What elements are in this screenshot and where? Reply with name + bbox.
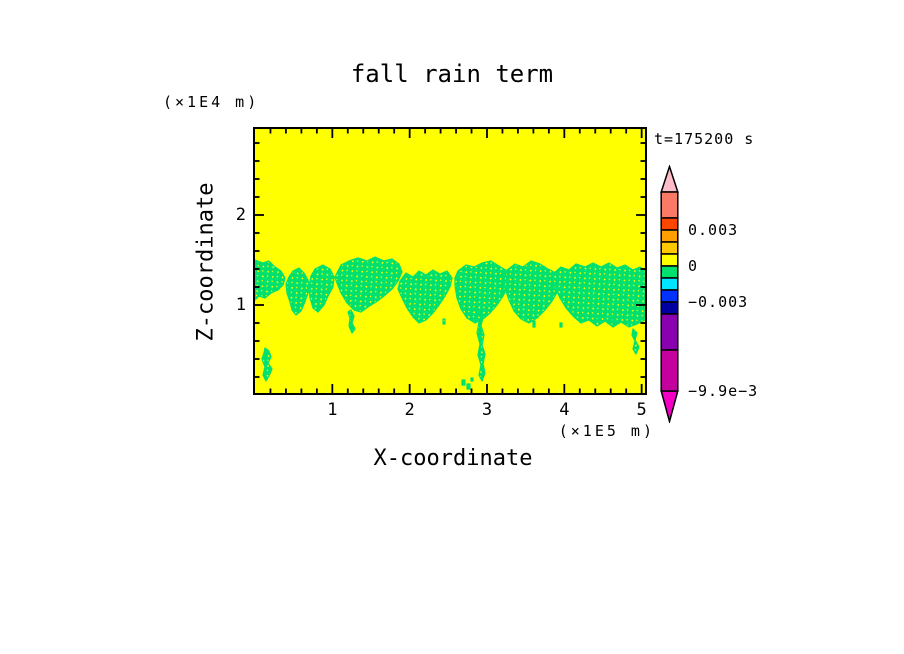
colorbar-segment — [660, 301, 679, 315]
colorbar-segment — [660, 289, 679, 303]
colorbar-segment — [660, 241, 679, 255]
colorbar-segment — [660, 229, 679, 243]
colorbar — [660, 165, 679, 423]
colorbar-segment — [660, 265, 679, 279]
x-tick-label: 4 — [559, 400, 570, 420]
z-tick-label: 1 — [235, 295, 246, 315]
z-tick-label: 2 — [235, 205, 246, 225]
time-annotation: t=175200 s — [654, 130, 755, 148]
colorbar-arrow-up — [660, 165, 679, 193]
z-axis-label: Z-coordinate — [193, 182, 219, 342]
x-axis-unit: (×1E5 m) — [558, 422, 655, 440]
x-axis-label: X-coordinate — [373, 446, 533, 471]
heatmap-field — [255, 129, 645, 393]
chart-title: fall rain term — [350, 60, 554, 88]
colorbar-tick-label: 0 — [688, 257, 699, 275]
z-axis-unit: (×1E4 m) — [163, 93, 260, 111]
colorbar-segment — [660, 349, 679, 392]
colorbar-segment — [660, 313, 679, 351]
x-tick-label: 3 — [481, 400, 493, 420]
x-tick-label: 2 — [404, 400, 415, 420]
field-positive-region — [255, 129, 645, 393]
colorbar-tick-label: 0.003 — [688, 221, 739, 239]
plot-area — [253, 127, 647, 395]
colorbar-arrow-down — [660, 390, 679, 423]
colorbar-segment — [660, 253, 679, 267]
field-negative-band — [255, 256, 645, 390]
colorbar-segment — [660, 191, 679, 219]
x-tick-label: 5 — [636, 400, 647, 420]
colorbar-segment — [660, 217, 679, 231]
colorbar-segment — [660, 277, 679, 291]
colorbar-tick-label: −9.9e−3 — [688, 382, 759, 400]
axis-ticks — [255, 129, 645, 393]
x-tick-label: 1 — [327, 400, 338, 420]
colorbar-tick-label: −0.003 — [688, 293, 749, 311]
